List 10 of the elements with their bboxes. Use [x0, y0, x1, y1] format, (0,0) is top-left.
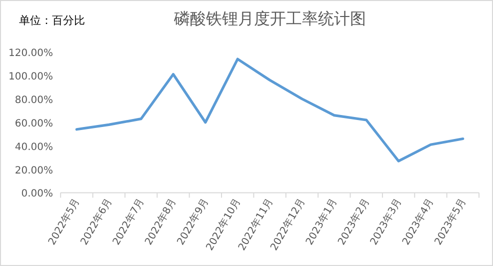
- y-tick-label: 100.00%: [8, 71, 53, 82]
- y-tick-label: 40.00%: [14, 142, 53, 153]
- y-tick-label: 0.00%: [21, 188, 53, 200]
- y-tick-label: 20.00%: [14, 165, 53, 176]
- y-tick-label: 60.00%: [14, 118, 53, 130]
- chart-title: 磷酸铁锂月度开工率统计图: [173, 9, 366, 28]
- line-series: [75, 58, 464, 162]
- y-tick-label: 120.00%: [8, 48, 53, 59]
- text: 单位：百分比: [19, 14, 85, 27]
- y-tick-label: 80.00%: [14, 94, 53, 106]
